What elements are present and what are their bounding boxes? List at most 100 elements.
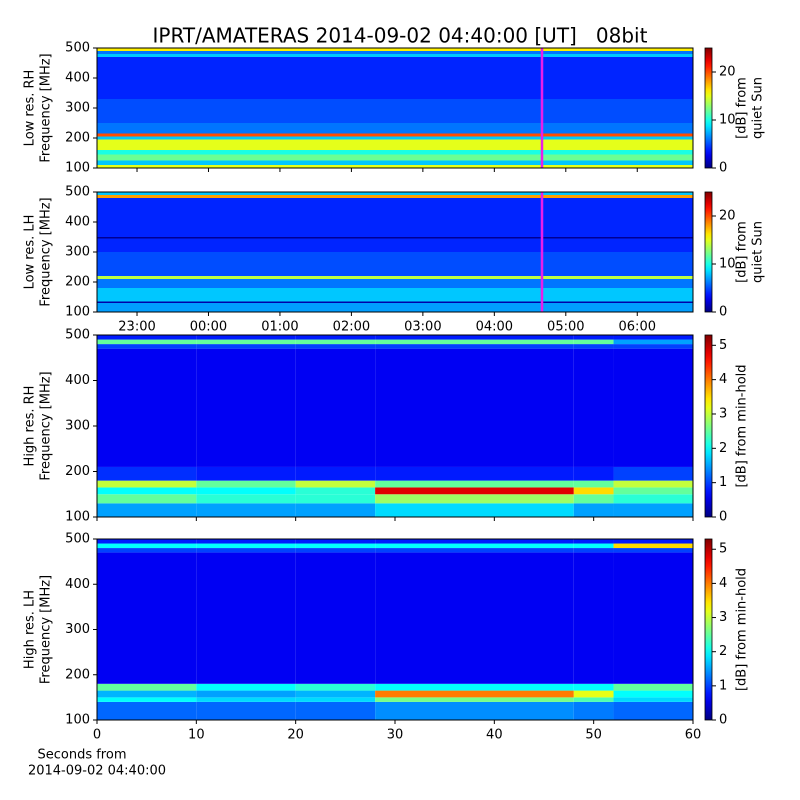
heat-cell <box>573 480 614 488</box>
heat-cell <box>97 543 197 549</box>
heat-cell <box>97 301 693 303</box>
colorbar-tick-label: 5 <box>719 542 727 557</box>
colorbar-tick-label: 10 <box>719 257 736 272</box>
y-tick-label: 200 <box>65 667 90 682</box>
heat-cell <box>375 552 574 684</box>
heat-cell <box>613 543 693 549</box>
colorbar-tick-label: 4 <box>719 372 727 387</box>
heat-cell <box>97 238 693 252</box>
heat-cell <box>573 339 614 345</box>
heat-cell <box>573 552 614 684</box>
heat-cell <box>573 701 614 720</box>
heat-cell <box>97 690 197 698</box>
heat-cell <box>97 548 197 553</box>
colorbar-tick-label: 0 <box>719 713 727 728</box>
colorbar-tick-label: 0 <box>719 305 727 320</box>
heat-cell <box>613 339 693 345</box>
colorbar-tick-label: 10 <box>719 113 736 128</box>
heat-cell <box>97 335 197 340</box>
y-axis-label: Frequency [MHz] <box>39 53 54 162</box>
y-axis-label: High res. LH <box>23 590 38 669</box>
heat-cell <box>295 697 376 702</box>
heat-cell <box>375 543 574 549</box>
heat-cell <box>97 339 197 345</box>
colorbar-tick-label: 5 <box>719 338 727 353</box>
colorbar <box>704 191 713 313</box>
heat-cell <box>375 701 574 720</box>
heat-cell <box>295 503 376 517</box>
heat-cell <box>97 51 693 54</box>
heat-cell <box>97 303 693 312</box>
heat-cell <box>613 348 693 467</box>
heat-cell <box>375 335 574 340</box>
heat-cell <box>295 701 376 720</box>
heat-cell <box>295 552 376 684</box>
y-tick-label: 300 <box>65 101 90 116</box>
heat-cell <box>295 494 376 504</box>
heat-cell <box>97 344 197 349</box>
x-tick-label: 40 <box>486 728 503 743</box>
y-tick-label: 500 <box>65 328 90 343</box>
colorbar-tick-label: 2 <box>719 644 727 659</box>
y-tick-label: 400 <box>65 373 90 388</box>
colorbar-tick-label: 3 <box>719 610 727 625</box>
heat-cell <box>295 466 376 481</box>
heat-cell <box>196 543 296 549</box>
colorbar-label: [dB] from min-hold <box>735 568 750 691</box>
heat-cell <box>295 487 376 495</box>
heat-cell <box>613 690 693 698</box>
y-tick-label: 400 <box>65 577 90 592</box>
heat-cell <box>613 466 693 481</box>
heat-cell <box>97 139 693 150</box>
heat-cell <box>613 701 693 720</box>
x-tick-label: 50 <box>585 728 602 743</box>
y-tick-label: 400 <box>65 71 90 86</box>
heat-cell <box>97 480 197 488</box>
heat-cell <box>97 237 693 239</box>
heat-cell <box>613 539 693 544</box>
heat-cell <box>375 539 574 544</box>
heat-cell <box>196 548 296 553</box>
colorbar-tick-label: 1 <box>719 475 727 490</box>
y-tick-label: 300 <box>65 419 90 434</box>
x-tick-label: 06:00 <box>619 320 656 335</box>
x-tick-label: 04:00 <box>476 320 513 335</box>
colorbar-tick-label: 4 <box>719 576 727 591</box>
heat-cell <box>196 344 296 349</box>
heat-cell <box>573 344 614 349</box>
heat-cell <box>375 487 574 495</box>
heat-cell <box>573 683 614 691</box>
x-tick-label: 0 <box>93 728 101 743</box>
heat-cell <box>295 543 376 549</box>
heat-cell <box>97 123 693 134</box>
heat-cell <box>196 552 296 684</box>
heat-cell <box>375 548 574 553</box>
heat-cell <box>97 494 197 504</box>
heat-cell <box>196 697 296 702</box>
colorbar-label: [dB] from <box>735 221 750 283</box>
y-tick-label: 100 <box>65 713 90 728</box>
heat-cell <box>97 99 693 123</box>
heat-cell <box>295 548 376 553</box>
heat-cell <box>97 150 693 155</box>
x-tick-label: 05:00 <box>547 320 584 335</box>
y-tick-label: 500 <box>65 185 90 200</box>
heat-cell <box>573 690 614 698</box>
heat-cell <box>375 494 574 504</box>
heat-cell <box>573 335 614 340</box>
y-tick-label: 500 <box>65 41 90 56</box>
heat-cell <box>196 539 296 544</box>
y-axis-label: Frequency [MHz] <box>39 197 54 306</box>
heat-cell <box>97 539 197 544</box>
heat-cell <box>573 503 614 517</box>
heat-cell <box>573 487 614 495</box>
heat-cell <box>97 198 693 237</box>
heat-cell <box>196 487 296 495</box>
x-tick-label: 03:00 <box>404 320 441 335</box>
heat-cell <box>573 348 614 467</box>
colorbar-tick-label: 20 <box>719 65 736 80</box>
heat-cell <box>613 548 693 553</box>
heat-cell <box>97 466 197 481</box>
y-tick-label: 100 <box>65 161 90 176</box>
heat-cell <box>375 697 574 702</box>
